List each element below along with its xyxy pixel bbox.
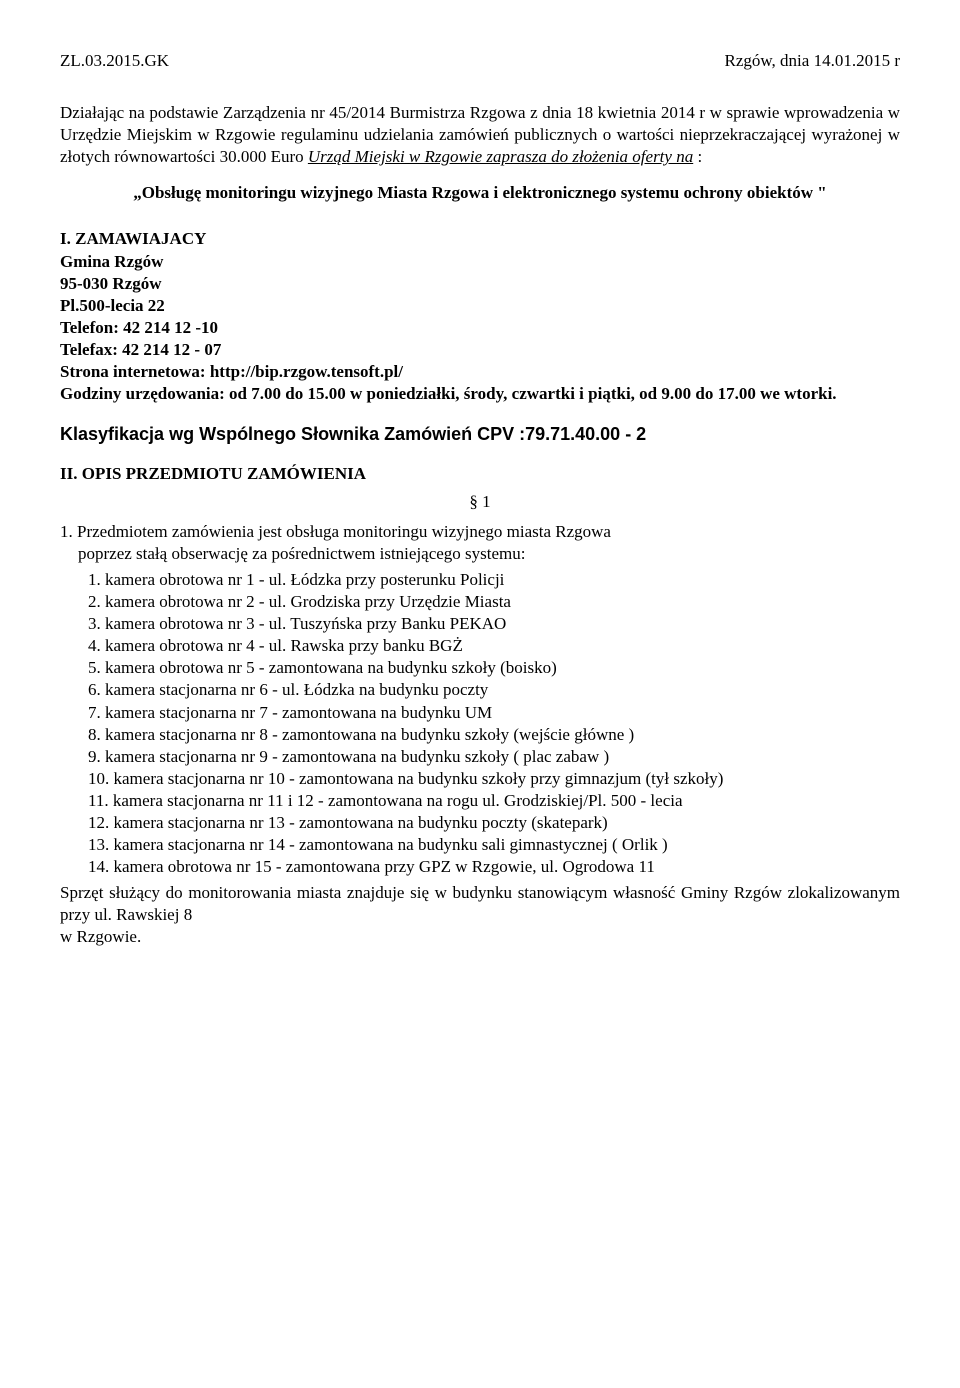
list-item: 10. kamera stacjonarna nr 10 - zamontowa… (88, 768, 900, 790)
list-item: 14. kamera obrotowa nr 15 - zamontowana … (88, 856, 900, 878)
list-item: 3. kamera obrotowa nr 3 - ul. Tuszyńska … (88, 613, 900, 635)
list-item: 5. kamera obrotowa nr 5 - zamontowana na… (88, 657, 900, 679)
ordering-heading: I. ZAMAWIAJACY (60, 228, 900, 250)
doc-date: Rzgów, dnia 14.01.2015 r (725, 50, 901, 72)
document-title: „Obsługę monitoringu wizyjnego Miasta Rz… (60, 182, 900, 204)
list-item: 8. kamera stacjonarna nr 8 - zamontowana… (88, 724, 900, 746)
ordering-line: Telefon: 42 214 12 -10 (60, 317, 900, 339)
tail-paragraph-1: Sprzęt służący do monitorowania miasta z… (60, 882, 900, 926)
list-item: 4. kamera obrotowa nr 4 - ul. Rawska prz… (88, 635, 900, 657)
camera-list: 1. kamera obrotowa nr 1 - ul. Łódzka prz… (60, 569, 900, 878)
list-item: 7. kamera stacjonarna nr 7 - zamontowana… (88, 702, 900, 724)
ordering-line: Strona internetowa: http://bip.rzgow.ten… (60, 361, 900, 383)
ordering-line: Gmina Rzgów (60, 251, 900, 273)
header-row: ZL.03.2015.GK Rzgów, dnia 14.01.2015 r (60, 50, 900, 72)
ordering-line: Telefax: 42 214 12 - 07 (60, 339, 900, 361)
list-item: 11. kamera stacjonarna nr 11 i 12 - zamo… (88, 790, 900, 812)
pt1-lead: 1. Przedmiotem zamówienia jest obsługa m… (60, 521, 900, 543)
description-heading: II. OPIS PRZEDMIOTU ZAMÓWIENIA (60, 463, 900, 485)
doc-number: ZL.03.2015.GK (60, 50, 169, 72)
section-number: § 1 (60, 491, 900, 513)
pt1-sub: poprzez stałą obserwację za pośrednictwe… (60, 543, 900, 565)
list-item: 13. kamera stacjonarna nr 14 - zamontowa… (88, 834, 900, 856)
ordering-line: Pl.500-lecia 22 (60, 295, 900, 317)
list-item: 2. kamera obrotowa nr 2 - ul. Grodziska … (88, 591, 900, 613)
tail-paragraph-2: w Rzgowie. (60, 926, 900, 948)
list-item: 9. kamera stacjonarna nr 9 - zamontowana… (88, 746, 900, 768)
cpv-classification: Klasyfikacja wg Wspólnego Słownika Zamów… (60, 423, 900, 446)
intro-colon: : (693, 147, 702, 166)
list-item: 12. kamera stacjonarna nr 13 - zamontowa… (88, 812, 900, 834)
ordering-line: 95-030 Rzgów (60, 273, 900, 295)
intro-italic: Urząd Miejski w Rzgowie zaprasza do złoż… (308, 147, 693, 166)
ordering-line: Godziny urzędowania: od 7.00 do 15.00 w … (60, 383, 900, 405)
list-item: 6. kamera stacjonarna nr 6 - ul. Łódzka … (88, 679, 900, 701)
intro-paragraph: Działając na podstawie Zarządzenia nr 45… (60, 102, 900, 168)
list-item: 1. kamera obrotowa nr 1 - ul. Łódzka prz… (88, 569, 900, 591)
